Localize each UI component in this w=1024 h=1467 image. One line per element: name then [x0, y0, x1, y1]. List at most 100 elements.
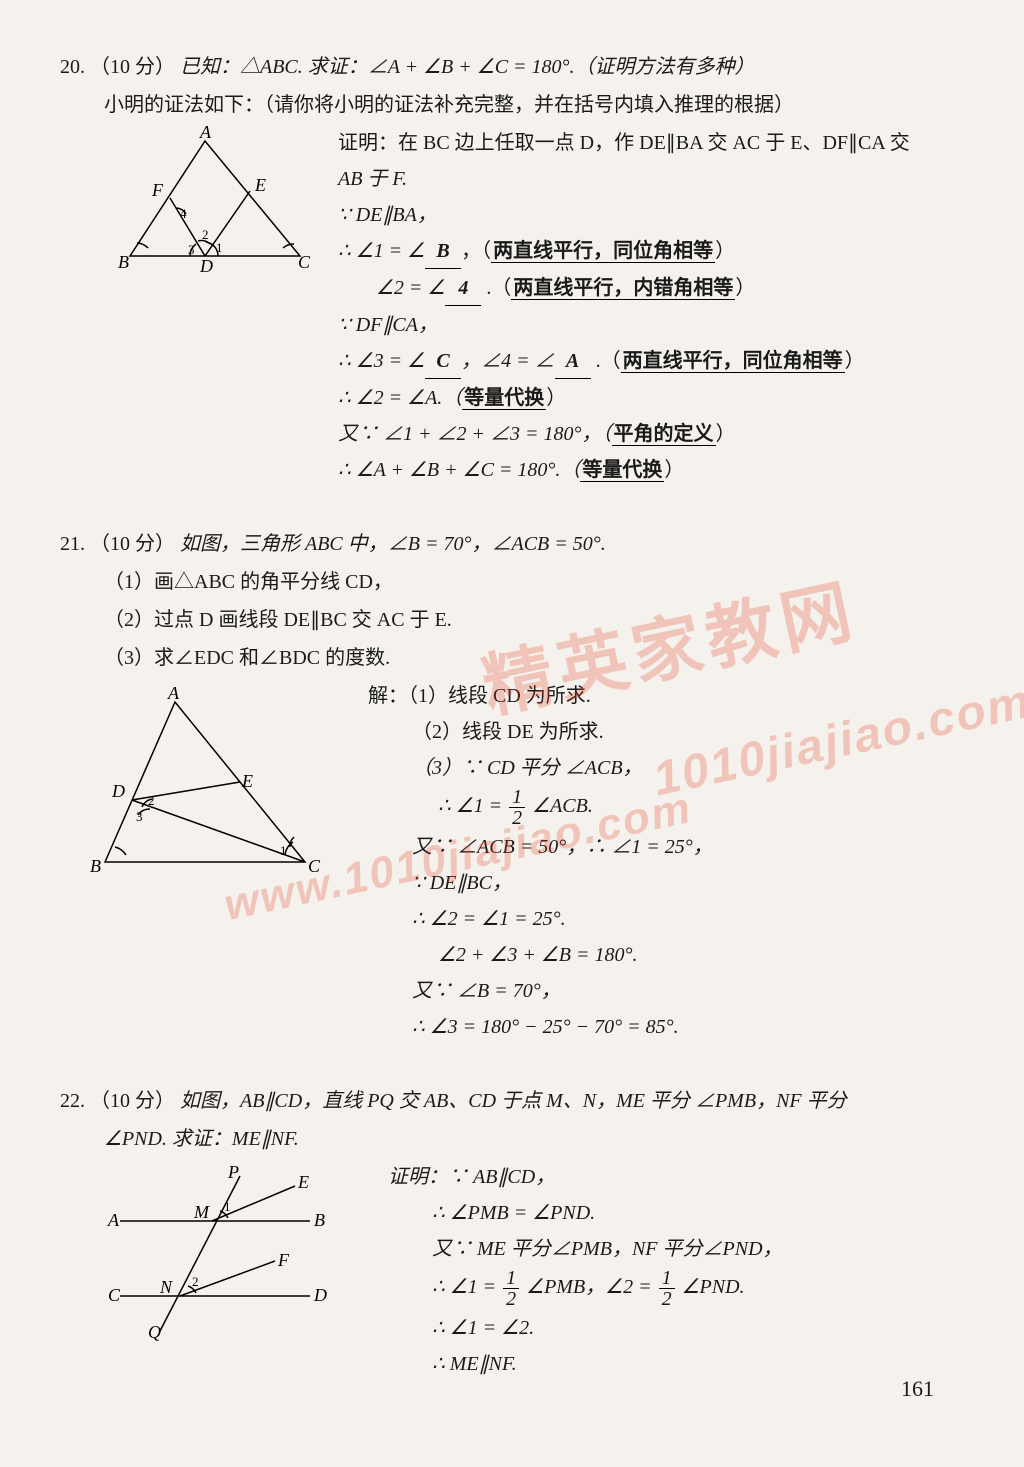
- svg-text:2: 2: [148, 793, 155, 808]
- q22-num: 22.: [60, 1090, 85, 1112]
- svg-text:D: D: [199, 256, 213, 276]
- q22-stem1: 如图，AB∥CD，直线 PQ 交 AB、CD 于点 M、N，ME 平分 ∠PMB…: [180, 1090, 847, 1112]
- svg-text:3: 3: [136, 809, 143, 824]
- q20-sub: 小明的证法如下：（请你将小明的证法补充完整，并在括号内填入推理的根据）: [60, 88, 974, 122]
- q20-l3-blank: 4: [445, 271, 481, 306]
- q20-l5-pre: ∴ ∠3 = ∠: [338, 350, 425, 372]
- q22-p5: ∴ ∠1 = ∠2.: [388, 1311, 974, 1345]
- q22-p4-mid: ∠PMB，∠2 =: [521, 1276, 656, 1298]
- q22-p6: ∴ ME∥NF.: [388, 1347, 974, 1381]
- svg-text:2: 2: [192, 1274, 199, 1289]
- q20-intro: 证明：在 BC 边上任取一点 D，作 DE∥BA 交 AC 于 E、DF∥CA …: [338, 132, 910, 154]
- q21-figure: A B C D E 1 2 3: [60, 679, 330, 887]
- svg-text:F: F: [277, 1250, 290, 1270]
- q20-l3-reason: 两直线平行，内错角相等: [511, 277, 735, 300]
- problem-20: 20. （10 分） 已知：△ABC. 求证：∠A + ∠B + ∠C = 18…: [60, 50, 974, 489]
- q20-header: 20. （10 分） 已知：△ABC. 求证：∠A + ∠B + ∠C = 18…: [60, 50, 974, 84]
- q20-intro2: AB 于 F.: [338, 168, 407, 190]
- svg-text:A: A: [199, 126, 212, 142]
- q21-num: 21.: [60, 533, 85, 555]
- svg-text:4: 4: [180, 206, 187, 221]
- q20-figure: A B C D E F 1 2 3 4: [60, 126, 320, 276]
- q21-s4-pre: ∴ ∠1 =: [438, 795, 507, 817]
- q20-l3-post: .（: [481, 277, 511, 299]
- q21-s4-post: ∠ACB.: [527, 795, 593, 817]
- q21-s5: 又∵ ∠ACB = 50°，∴ ∠1 = 25°，: [368, 830, 974, 864]
- q21-solution: 解：（1）线段 CD 为所求. （2）线段 DE 为所求. （3）∵ CD 平分…: [348, 679, 974, 1046]
- svg-text:E: E: [254, 175, 266, 195]
- q22-figure: A B C D E F M N P Q 1 2: [60, 1160, 340, 1346]
- problem-21: 21. （10 分） 如图，三角形 ABC 中，∠B = 70°，∠ACB = …: [60, 527, 974, 1046]
- q21-stem: 如图，三角形 ABC 中，∠B = 70°，∠ACB = 50°.: [180, 533, 606, 555]
- q21-frac-den: 2: [509, 808, 525, 828]
- q22-p1: 证明：∵ AB∥CD，: [388, 1160, 974, 1194]
- q21-p1: （1）画△ABC 的角平分线 CD，: [60, 565, 974, 599]
- q21-s2: （2）线段 DE 为所求.: [368, 715, 974, 749]
- svg-text:3: 3: [188, 242, 195, 257]
- q20-l5-b1: C: [425, 344, 461, 379]
- svg-text:E: E: [297, 1172, 309, 1192]
- q20-l2-end: ）: [715, 240, 735, 262]
- q20-l6-pre: ∴ ∠2 = ∠A.（: [338, 387, 462, 409]
- q21-s9: 又∵ ∠B = 70°，: [368, 974, 974, 1008]
- q20-l7-reason: 平角的定义: [612, 423, 716, 446]
- q21-s7: ∴ ∠2 = ∠1 = 25°.: [368, 902, 974, 936]
- svg-text:N: N: [159, 1277, 173, 1297]
- q20-stem: 已知：△ABC. 求证：∠A + ∠B + ∠C = 180°.（证明方法有多种…: [180, 56, 755, 78]
- svg-text:C: C: [298, 252, 311, 272]
- svg-text:F: F: [151, 180, 164, 200]
- svg-text:B: B: [314, 1210, 325, 1230]
- q22-f1n: 1: [503, 1268, 519, 1289]
- q21-s10: ∴ ∠3 = 180° − 25° − 70° = 85°.: [368, 1010, 974, 1044]
- q20-l3-end: ）: [735, 277, 755, 299]
- q22-f2n: 1: [659, 1268, 675, 1289]
- q22-p3: 又∵ ME 平分∠PMB，NF 平分∠PND，: [388, 1232, 974, 1266]
- q20-l6-end: ）: [546, 387, 566, 409]
- q22-proof: 证明：∵ AB∥CD， ∴ ∠PMB = ∠PND. 又∵ ME 平分∠PMB，…: [358, 1160, 974, 1383]
- svg-text:D: D: [111, 781, 125, 801]
- svg-text:A: A: [107, 1210, 120, 1230]
- q20-l7-pre: 又∵ ∠1 + ∠2 + ∠3 = 180°，（: [338, 423, 612, 445]
- q20-l2-pre: ∴ ∠1 = ∠: [338, 240, 425, 262]
- q20-l5-reason: 两直线平行，同位角相等: [621, 350, 845, 373]
- svg-text:2: 2: [202, 227, 209, 242]
- q21-p3: （3）求∠EDC 和∠BDC 的度数.: [60, 641, 974, 675]
- q20-l5-b2: A: [555, 344, 591, 379]
- svg-text:1: 1: [280, 843, 287, 858]
- q20-l5-post: .（: [591, 350, 621, 372]
- q20-l8-reason: 等量代换: [580, 459, 664, 482]
- q21-points: （10 分）: [90, 533, 175, 555]
- q21-s8: ∠2 + ∠3 + ∠B = 180°.: [368, 938, 974, 972]
- q20-l5-end: ）: [845, 350, 865, 372]
- q20-l5-mid: ，∠4 = ∠: [461, 350, 555, 372]
- q21-header: 21. （10 分） 如图，三角形 ABC 中，∠B = 70°，∠ACB = …: [60, 527, 974, 561]
- q20-l7-end: ）: [716, 423, 736, 445]
- q20-l2-blank: B: [425, 234, 461, 269]
- q22-points: （10 分）: [90, 1090, 175, 1112]
- page-number: 161: [901, 1370, 934, 1407]
- svg-text:D: D: [313, 1285, 327, 1305]
- q20-proof: 证明：在 BC 边上任取一点 D，作 DE∥BA 交 AC 于 E、DF∥CA …: [338, 126, 974, 489]
- q22-p4-pre: ∴ ∠1 =: [432, 1276, 501, 1298]
- q20-l1: ∵ DE∥BA，: [338, 198, 974, 232]
- q20-l8-pre: ∴ ∠A + ∠B + ∠C = 180°.（: [338, 459, 580, 481]
- q20-l6-reason: 等量代换: [462, 387, 546, 410]
- svg-text:Q: Q: [148, 1322, 161, 1342]
- svg-text:E: E: [241, 771, 253, 791]
- q20-l2-post: ，（: [461, 240, 491, 262]
- svg-text:C: C: [308, 856, 321, 876]
- q20-points: （10 分）: [90, 56, 175, 78]
- q20-l8-end: ）: [664, 459, 684, 481]
- svg-text:1: 1: [216, 240, 223, 255]
- q21-p2: （2）过点 D 画线段 DE∥BC 交 AC 于 E.: [60, 603, 974, 637]
- q20-l4: ∵ DF∥CA，: [338, 308, 974, 342]
- q21-s6: ∵ DE∥BC，: [368, 866, 974, 900]
- svg-text:B: B: [118, 252, 129, 272]
- svg-text:B: B: [90, 856, 101, 876]
- q22-p4-post: ∠PND.: [677, 1276, 745, 1298]
- svg-text:1: 1: [224, 1199, 231, 1214]
- problem-22: 22. （10 分） 如图，AB∥CD，直线 PQ 交 AB、CD 于点 M、N…: [60, 1084, 974, 1383]
- q21-frac-num: 1: [509, 787, 525, 808]
- svg-text:P: P: [227, 1166, 239, 1182]
- q20-num: 20.: [60, 56, 85, 78]
